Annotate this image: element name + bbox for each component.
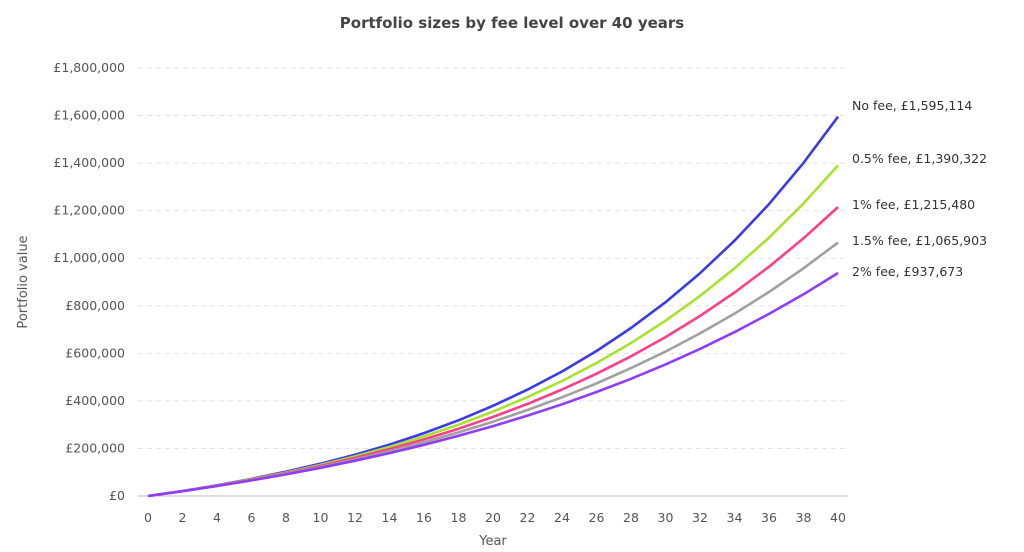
x-tick-label: 36: [761, 510, 777, 525]
x-tick-label: 24: [554, 510, 570, 525]
y-tick-label: £200,000: [65, 440, 125, 455]
x-tick-label: 32: [692, 510, 708, 525]
x-tick-label: 0: [144, 510, 152, 525]
x-tick-label: 28: [623, 510, 639, 525]
y-axis-label: Portfolio value: [16, 235, 31, 328]
series-end-label: 0.5% fee, £1,390,322: [852, 151, 987, 166]
y-tick-label: £600,000: [65, 345, 125, 360]
series-end-label: No fee, £1,595,114: [852, 98, 972, 113]
x-axis-label: Year: [478, 534, 507, 549]
series-end-label: 2% fee, £937,673: [852, 264, 963, 279]
series-line-3: [147, 241, 839, 498]
x-tick-label: 30: [658, 510, 674, 525]
x-tick-label: 2: [179, 510, 187, 525]
series-line-4: [147, 271, 839, 498]
x-tick-label: 38: [796, 510, 812, 525]
chart-title: Portfolio sizes by fee level over 40 yea…: [340, 14, 685, 32]
y-tick-label: £1,600,000: [53, 108, 125, 123]
y-tick-label: £1,000,000: [53, 250, 125, 265]
x-tick-label: 16: [416, 510, 432, 525]
y-tick-label: £800,000: [65, 298, 125, 313]
x-tick-label: 26: [589, 510, 605, 525]
x-tick-label: 40: [830, 510, 846, 525]
y-tick-label: £400,000: [65, 393, 125, 408]
series-end-label: 1.5% fee, £1,065,903: [852, 233, 987, 248]
x-tick-label: 4: [213, 510, 221, 525]
x-tick-label: 22: [520, 510, 536, 525]
y-tick-label: £0: [109, 488, 125, 503]
series-line-2: [147, 206, 839, 498]
x-tick-label: 34: [727, 510, 743, 525]
x-tick-label: 18: [451, 510, 467, 525]
x-tick-label: 14: [382, 510, 398, 525]
y-tick-label: £1,200,000: [53, 203, 125, 218]
x-tick-label: 10: [313, 510, 329, 525]
series-line-0: [147, 115, 840, 498]
y-tick-label: £1,800,000: [53, 60, 125, 75]
x-tick-label: 20: [485, 510, 501, 525]
x-tick-label: 12: [347, 510, 363, 525]
y-tick-label: £1,400,000: [53, 155, 125, 170]
x-tick-label: 8: [282, 510, 290, 525]
x-tick-label: 6: [248, 510, 256, 525]
series-end-label: 1% fee, £1,215,480: [852, 197, 975, 212]
